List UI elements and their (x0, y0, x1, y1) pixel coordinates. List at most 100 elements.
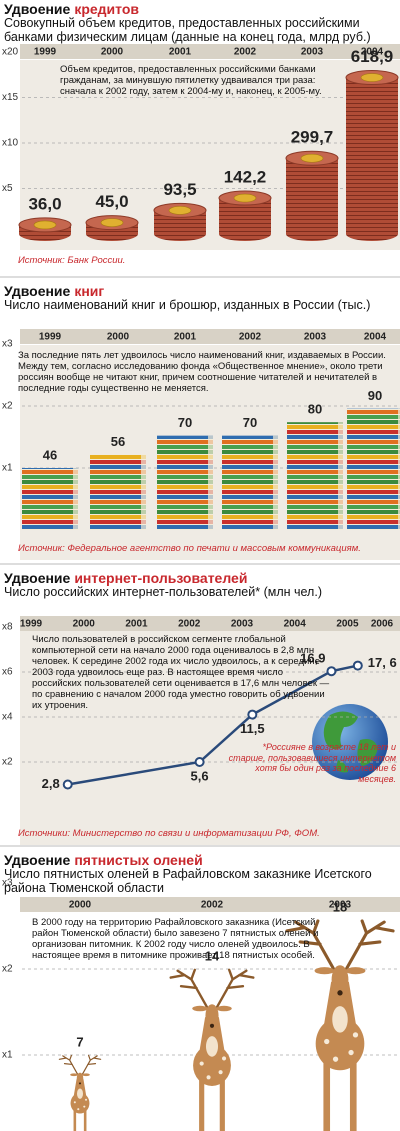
value-label: 5,6 (191, 768, 209, 783)
x-tick-label: 2001 (125, 619, 148, 630)
y-tick-label: x6 (2, 667, 13, 678)
bar (218, 190, 272, 241)
y-tick-label: x3 (2, 878, 13, 889)
x-tick-label: 2002 (234, 47, 257, 58)
deer-leg (219, 1075, 225, 1131)
deer-leg (323, 1056, 331, 1131)
coin-stack-bottom (286, 227, 338, 241)
book-stack-pages (141, 454, 146, 530)
x-tick-label: 2000 (69, 900, 92, 911)
y-tick-label: x2 (2, 964, 13, 975)
x-tick-label: 2003 (301, 47, 324, 58)
y-tick-label: x1 (2, 463, 13, 474)
coin-stack-bottom (219, 227, 271, 241)
value-label: 11,5 (240, 721, 265, 736)
value-label: 36,0 (28, 194, 61, 213)
value-label: 14 (205, 948, 220, 963)
coin-emblem (300, 153, 324, 163)
deer (169, 968, 255, 1131)
value-label: 18 (333, 899, 347, 914)
deer-chest (76, 1088, 84, 1099)
value-label: 17, 6 (368, 655, 397, 670)
x-tick-label: 2000 (107, 332, 130, 343)
book-stack-pages (338, 422, 343, 530)
deer-body (193, 1044, 231, 1086)
x-tick-label: 2003 (329, 900, 352, 911)
deer-ear (345, 967, 366, 975)
book-stack-body (222, 435, 278, 530)
x-tick-label: 2003 (304, 332, 327, 343)
deer-chest (205, 1036, 219, 1057)
x-tick-label: 2002 (239, 332, 262, 343)
bar (90, 454, 146, 530)
deer-head (331, 965, 349, 994)
value-label: 618,9 (351, 47, 394, 66)
bar (85, 215, 139, 241)
deer-spot (332, 1056, 339, 1062)
x-tick-label: 2001 (169, 47, 192, 58)
deer-ear (216, 1005, 232, 1012)
deer-chest (332, 1006, 348, 1033)
deer-nose (337, 990, 343, 996)
line-point (62, 779, 73, 790)
y-tick-label: x15 (2, 92, 19, 103)
value-label: 70 (178, 415, 192, 430)
value-label: 299,7 (291, 128, 334, 147)
bar (285, 150, 339, 241)
value-label: 16,9 (300, 651, 325, 666)
deer-spot (218, 1070, 223, 1075)
deer-spot (348, 1049, 354, 1056)
deer-nose (78, 1082, 82, 1085)
deer-figure (285, 919, 395, 1131)
deer-leg (73, 1108, 77, 1131)
x-tick-label: 2006 (371, 619, 394, 630)
deer-ear (314, 967, 335, 975)
chart-background (20, 60, 400, 250)
y-tick-label: x1 (2, 1050, 13, 1061)
globe-illustration (312, 704, 388, 780)
book-stack-body (157, 435, 213, 530)
coin-stack-bottom (86, 227, 138, 241)
bar (222, 435, 278, 530)
coin-emblem (360, 73, 384, 82)
deer-spot (84, 1098, 88, 1101)
deer-figure (58, 1054, 102, 1131)
x-tick-label: 2000 (73, 619, 96, 630)
deer-ear (192, 1005, 208, 1012)
book-stack-body (287, 422, 343, 530)
value-label: 80 (308, 402, 322, 417)
deer-antler (169, 968, 209, 1009)
value-label: 90 (368, 388, 382, 403)
deer-antler (285, 919, 335, 971)
header-band (20, 44, 400, 59)
bar (347, 408, 400, 530)
deer-leg (83, 1108, 87, 1131)
x-tick-label: 2000 (101, 47, 124, 58)
deer-spot (324, 1038, 330, 1045)
x-tick-label: 2003 (231, 619, 254, 630)
value-label: 56 (111, 434, 125, 449)
coin-stack-body (286, 158, 338, 234)
header-band (20, 329, 400, 344)
deer-spot (83, 1105, 86, 1108)
deer (285, 919, 395, 1131)
header-band (20, 897, 400, 912)
y-tick-label: x2 (2, 757, 13, 768)
deer-head (205, 1004, 219, 1027)
deer-ear (82, 1073, 90, 1077)
value-label: 142,2 (224, 168, 267, 187)
deer-body (70, 1092, 90, 1114)
coin-emblem (100, 218, 124, 227)
bar (345, 70, 399, 241)
x-tick-label: 2004 (364, 332, 387, 343)
deer-ear (70, 1073, 78, 1077)
coin-emblem (33, 220, 57, 230)
y-tick-label: x4 (2, 712, 13, 723)
line-point (352, 660, 363, 671)
book-stack-pages (73, 468, 78, 530)
line-point (326, 666, 337, 677)
book-stack-pages (273, 435, 278, 530)
deer-antler (215, 968, 255, 1009)
header-band (20, 616, 400, 631)
deer-leg (199, 1075, 205, 1131)
